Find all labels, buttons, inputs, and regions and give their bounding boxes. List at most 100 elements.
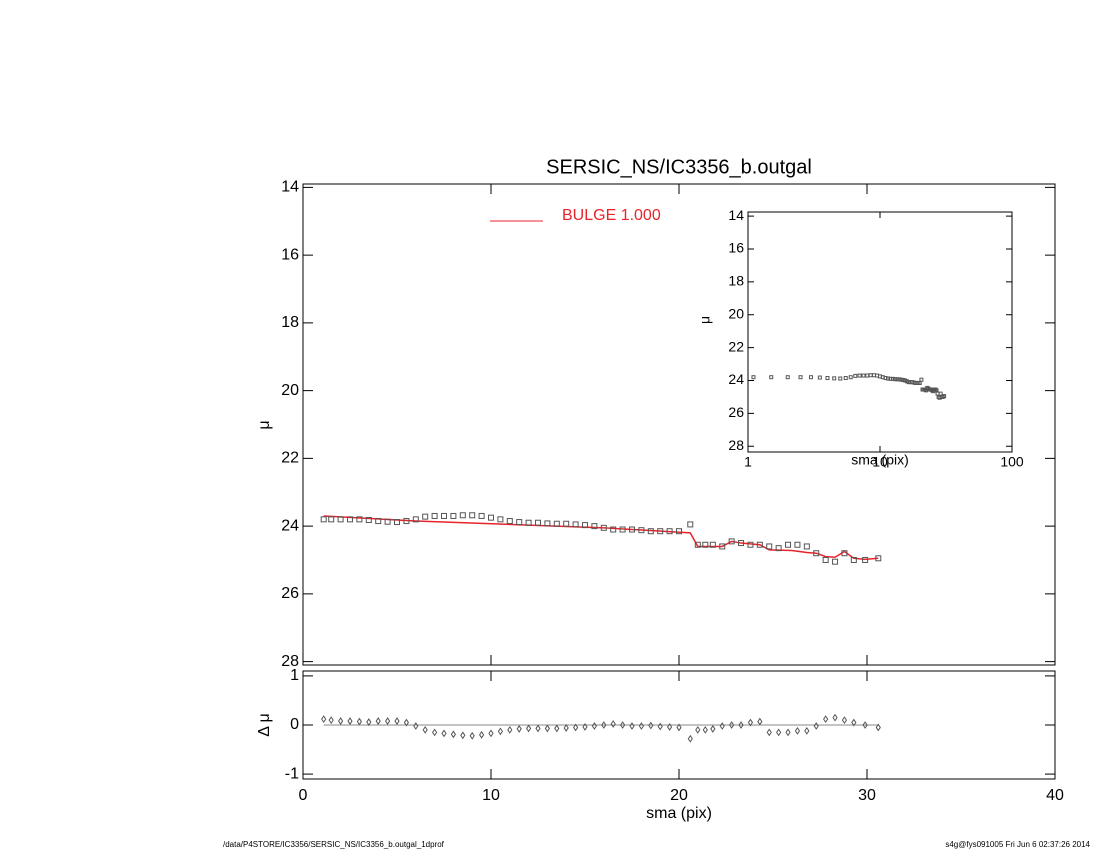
profile-point	[769, 375, 774, 380]
x-tick-label: 10	[482, 787, 500, 804]
residual-point	[638, 722, 645, 730]
footer-right: s4g@fys091005 Fri Jun 6 02:37:26 2014	[945, 840, 1090, 849]
profile-point	[775, 545, 782, 552]
residual-point	[832, 713, 838, 722]
y-tick-label: 16	[728, 240, 744, 256]
residual-point	[591, 722, 598, 730]
residual-point	[687, 734, 693, 743]
profile-point	[450, 512, 457, 519]
residual-point	[648, 721, 654, 730]
residual-point	[431, 728, 438, 737]
residual-point	[851, 718, 857, 727]
residual-point	[394, 717, 400, 725]
residual-point	[813, 722, 819, 730]
residual-point	[525, 724, 532, 733]
profile-point	[610, 526, 617, 533]
profile-point	[638, 527, 645, 534]
residual-point	[619, 721, 626, 729]
profile-point	[535, 519, 541, 526]
x-tick-label: 10	[872, 454, 888, 470]
x-tick-label: 0	[299, 787, 308, 804]
y-tick-label: 20	[728, 305, 744, 321]
profile-point	[478, 512, 485, 519]
profile-point	[629, 526, 635, 533]
x-axis-label: sma (pix)	[646, 805, 712, 822]
residual-point	[747, 718, 754, 727]
residual-point	[804, 726, 810, 735]
residual-point	[328, 716, 334, 724]
footer-left: /data/P4STORE/IC3356/SERSIC_NS/IC3356_b.…	[223, 840, 445, 849]
profile-point	[516, 519, 523, 526]
y-tick-label: 16	[281, 246, 299, 263]
profile-point	[861, 373, 866, 378]
residual-point	[347, 717, 353, 725]
profile-point	[865, 373, 870, 378]
profile-point	[890, 376, 895, 381]
profile-point	[848, 375, 853, 380]
profile-point	[469, 512, 476, 519]
profile-point	[751, 375, 756, 380]
y-tick-label: 26	[728, 404, 744, 420]
residual-point	[785, 728, 791, 737]
residual-point	[422, 726, 428, 734]
profile-point	[328, 516, 335, 523]
profile-point	[938, 391, 943, 396]
residual-point	[666, 723, 673, 731]
residual-point	[823, 715, 829, 724]
residual-point	[738, 721, 744, 729]
profile-point	[422, 513, 429, 520]
profile-point	[862, 556, 869, 563]
residual-point	[776, 728, 782, 737]
profile-point	[803, 543, 810, 550]
residual-point	[337, 717, 344, 725]
residual-point	[862, 721, 868, 729]
y-tick-label: 0	[290, 716, 299, 733]
profile-point	[544, 520, 551, 527]
profile-point	[591, 523, 598, 530]
residual-point	[478, 730, 485, 739]
profile-point	[365, 517, 372, 524]
residual-point	[516, 725, 522, 733]
profile-point	[794, 541, 801, 548]
residual-point	[375, 717, 381, 725]
residual-point	[572, 723, 579, 732]
profile-point	[853, 373, 858, 378]
profile-point	[875, 555, 882, 562]
profile-point	[798, 375, 803, 380]
profile-point	[657, 528, 664, 535]
profile-point	[694, 541, 701, 548]
profile-point	[766, 543, 773, 550]
residual-point	[757, 717, 763, 726]
profile-point	[817, 375, 822, 380]
profile-point	[403, 518, 410, 525]
profile-point	[394, 519, 400, 526]
profile-point	[506, 518, 513, 525]
y-tick-label: 28	[728, 437, 744, 453]
profile-point	[687, 521, 694, 528]
residual-point	[356, 717, 363, 726]
profile-point	[619, 526, 626, 533]
residual-point	[794, 726, 801, 735]
profile-point	[459, 512, 466, 519]
profile-point	[582, 522, 588, 529]
y-tick-label: 24	[281, 517, 299, 534]
residual-point	[702, 726, 708, 734]
profile-point	[841, 550, 848, 557]
residual-point	[841, 716, 848, 724]
residual-point	[413, 722, 419, 730]
profile-point	[412, 516, 419, 523]
residual-point	[321, 715, 327, 724]
profile-point	[893, 377, 898, 382]
profile-point	[832, 376, 837, 381]
legend-label: BULGE 1.000	[562, 207, 661, 224]
profile-point	[497, 516, 504, 523]
y-tick-label: 1	[290, 667, 299, 684]
residual-point	[544, 724, 551, 733]
profile-point	[886, 376, 891, 381]
profile-point	[431, 512, 438, 519]
plot-frame	[747, 211, 1013, 453]
residual-point	[441, 729, 447, 738]
residual-point	[695, 726, 701, 734]
profile-point	[895, 377, 900, 382]
